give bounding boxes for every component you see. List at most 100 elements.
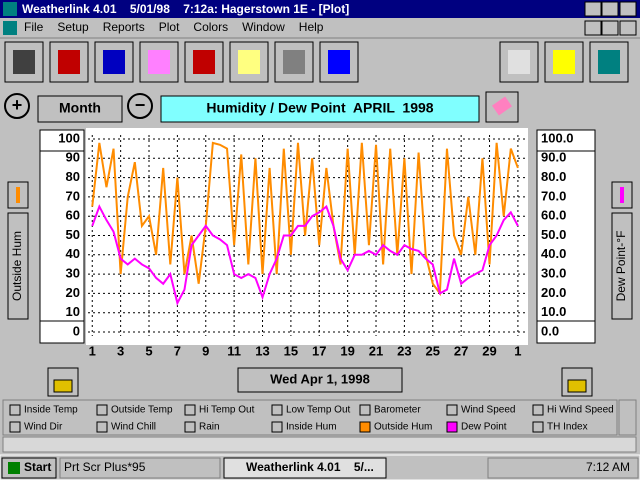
legend-checkbox[interactable] bbox=[532, 421, 544, 433]
y-tick-label: 10 bbox=[66, 304, 80, 319]
legend-checkbox[interactable] bbox=[96, 404, 108, 416]
toolbar-icon bbox=[283, 50, 305, 74]
x-tick-label: 27 bbox=[454, 343, 468, 358]
toolbar-icon bbox=[553, 50, 575, 74]
minimize-button[interactable] bbox=[584, 1, 602, 17]
legend-checkbox[interactable] bbox=[359, 404, 371, 416]
clock: 7:12 AM bbox=[586, 460, 630, 474]
range-button[interactable] bbox=[37, 95, 123, 123]
toolbar-button[interactable] bbox=[229, 41, 269, 83]
x-tick-label: 29 bbox=[482, 343, 496, 358]
legend-checkbox[interactable] bbox=[359, 421, 371, 433]
legend-label: Dew Point bbox=[461, 422, 507, 433]
close-button[interactable] bbox=[619, 1, 637, 17]
x-tick-label: 3 bbox=[117, 343, 124, 358]
legend-label: Outside Hum bbox=[374, 422, 432, 433]
title-box bbox=[160, 95, 480, 123]
legend-label: Inside Temp bbox=[24, 405, 78, 416]
menu-item[interactable]: Reports bbox=[103, 20, 145, 34]
menu-item[interactable]: Help bbox=[299, 20, 324, 34]
child-restore[interactable] bbox=[601, 20, 619, 36]
x-tick-label: 15 bbox=[284, 343, 298, 358]
x-tick-label: 9 bbox=[202, 343, 209, 358]
y-tick-label: 40 bbox=[66, 246, 80, 261]
lock-icon bbox=[567, 379, 587, 393]
child-close[interactable] bbox=[619, 20, 637, 36]
x-tick-label: 11 bbox=[227, 343, 241, 358]
menu-item[interactable]: Setup bbox=[57, 20, 89, 34]
legend-label: Hi Temp Out bbox=[199, 405, 255, 416]
x-tick-label: 7 bbox=[174, 343, 181, 358]
app-icon bbox=[3, 2, 17, 16]
series-line bbox=[91, 141, 519, 297]
right-color-swatch bbox=[620, 187, 624, 203]
y2-tick-label: 100.0 bbox=[541, 130, 574, 145]
y-axis-label: Outside Hum bbox=[10, 231, 24, 301]
menu-item[interactable]: Plot bbox=[159, 20, 180, 34]
y2-tick-label: 40.0 bbox=[541, 246, 566, 261]
start-logo bbox=[8, 462, 20, 474]
legend-label: Outside Temp bbox=[111, 405, 173, 416]
toolbar-icon bbox=[193, 50, 215, 74]
legend-label: Wind Dir bbox=[24, 422, 63, 433]
legend-checkbox[interactable] bbox=[446, 421, 458, 433]
chart-title: Humidity / Dew Point APRIL 1998 bbox=[206, 100, 433, 116]
task-button[interactable] bbox=[223, 457, 387, 479]
left-axis-panel bbox=[39, 129, 85, 344]
zoom-out-icon: − bbox=[135, 95, 146, 115]
legend-checkbox[interactable] bbox=[271, 421, 283, 433]
legend-label: Wind Chill bbox=[111, 422, 156, 433]
y-tick-label: 30 bbox=[66, 266, 80, 281]
legend-checkbox[interactable] bbox=[184, 404, 196, 416]
toolbar-icon bbox=[598, 50, 620, 74]
title-bar bbox=[0, 0, 640, 18]
menu-item[interactable]: Colors bbox=[193, 20, 228, 34]
y2-tick-label: 70.0 bbox=[541, 188, 566, 203]
legend-checkbox[interactable] bbox=[96, 421, 108, 433]
task-button[interactable] bbox=[59, 457, 221, 479]
zoom-in-icon: + bbox=[12, 95, 23, 115]
menu-item[interactable]: File bbox=[24, 20, 44, 34]
menu-item[interactable]: Window bbox=[242, 20, 285, 34]
zoom-in[interactable] bbox=[4, 93, 30, 119]
toolbar-icon bbox=[148, 50, 170, 74]
y-tick-label: 50 bbox=[66, 227, 80, 242]
y2-tick-label: 20.0 bbox=[541, 285, 566, 300]
toolbar-icon bbox=[103, 50, 125, 74]
toolbar-icon bbox=[13, 50, 35, 74]
legend-scroll[interactable] bbox=[618, 399, 637, 436]
y2-tick-label: 90.0 bbox=[541, 150, 566, 165]
chart: 0 10 20 30 40 50 60 70 80 90 100 0.0 10.0 20.0 30.0 40.… bbox=[58, 130, 573, 358]
legend-checkbox[interactable] bbox=[446, 404, 458, 416]
legend-label: Barometer bbox=[374, 405, 421, 416]
x-tick-label: 23 bbox=[397, 343, 411, 358]
zoom-out[interactable] bbox=[127, 93, 153, 119]
y-tick-label: 70 bbox=[66, 188, 80, 203]
legend-checkbox[interactable] bbox=[184, 421, 196, 433]
maximize-button[interactable] bbox=[601, 1, 619, 17]
legend-label: TH Index bbox=[547, 422, 588, 433]
y2-tick-label: 0.0 bbox=[541, 323, 559, 338]
toolbar-icon bbox=[238, 50, 260, 74]
legend-checkbox[interactable] bbox=[9, 404, 21, 416]
legend-label: Rain bbox=[199, 422, 220, 433]
child-minimize[interactable] bbox=[584, 20, 602, 36]
right-axis-panel bbox=[536, 129, 596, 344]
y2-tick-label: 10.0 bbox=[541, 304, 566, 319]
left-axis-button[interactable] bbox=[7, 212, 29, 320]
legend-checkbox[interactable] bbox=[271, 404, 283, 416]
legend-checkbox[interactable] bbox=[532, 404, 544, 416]
system-tray bbox=[487, 457, 639, 479]
series-line bbox=[91, 204, 519, 306]
y2-tick-label: 30.0 bbox=[541, 266, 566, 281]
window-title: Weatherlink 4.01 5/01/98 7:12a: Hagersto… bbox=[22, 2, 349, 16]
date-button[interactable] bbox=[237, 367, 403, 393]
eraser-icon bbox=[492, 96, 512, 116]
right-axis-button[interactable] bbox=[611, 212, 633, 320]
x-tick-label: 19 bbox=[340, 343, 354, 358]
legend-checkbox[interactable] bbox=[9, 421, 21, 433]
doc-icon bbox=[3, 21, 17, 35]
x-tick-label: 17 bbox=[312, 343, 326, 358]
horizontal-scrollbar[interactable] bbox=[2, 436, 637, 453]
